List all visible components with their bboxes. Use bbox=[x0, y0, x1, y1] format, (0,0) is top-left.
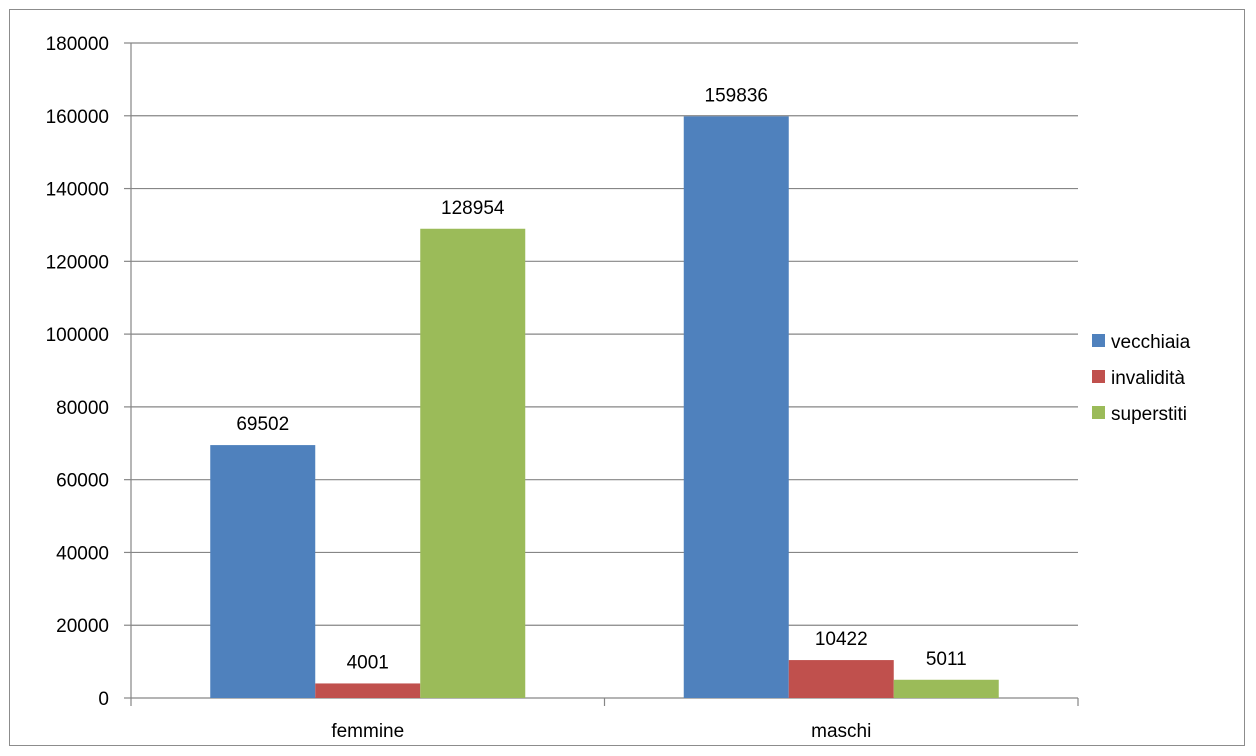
data-label: 4001 bbox=[347, 652, 389, 673]
legend-label: invalidità bbox=[1111, 368, 1185, 389]
legend: vecchiaia invalidità superstiti bbox=[1092, 332, 1191, 425]
legend-swatch bbox=[1092, 406, 1105, 419]
y-tick-label: 100000 bbox=[46, 325, 109, 346]
y-tick-label: 0 bbox=[98, 689, 109, 710]
y-tick-label: 40000 bbox=[56, 543, 109, 564]
bar-vecchiaia-femmine bbox=[210, 445, 316, 698]
bars bbox=[210, 116, 999, 698]
y-tick-label: 60000 bbox=[56, 471, 109, 492]
bar-superstiti-femmine bbox=[420, 228, 526, 698]
bar-vecchiaia-maschi bbox=[683, 116, 789, 698]
x-tick-label: maschi bbox=[811, 721, 871, 742]
bar-invalidità-maschi bbox=[788, 660, 894, 698]
y-tick-label: 120000 bbox=[46, 252, 109, 273]
y-tick-label: 20000 bbox=[56, 616, 109, 637]
legend-label: vecchiaia bbox=[1111, 332, 1191, 353]
data-labels: 69502 4001 128954 159836 10422 5011 bbox=[236, 85, 966, 673]
axes: 0 20000 40000 60000 80000 100000 120000 140000 1… bbox=[46, 34, 1079, 742]
y-tick-label: 180000 bbox=[46, 34, 109, 55]
legend-label: superstiti bbox=[1111, 404, 1187, 425]
legend-swatch bbox=[1092, 370, 1105, 383]
data-label: 5011 bbox=[926, 649, 967, 670]
data-label: 128954 bbox=[441, 198, 505, 219]
data-label: 10422 bbox=[815, 629, 868, 650]
bar-invalidità-femmine bbox=[315, 683, 421, 698]
bar-superstiti-maschi bbox=[893, 679, 999, 698]
legend-swatch bbox=[1092, 334, 1105, 347]
y-tick-label: 140000 bbox=[46, 180, 109, 201]
y-tick-label: 160000 bbox=[46, 107, 109, 128]
data-label: 159836 bbox=[705, 85, 768, 106]
x-tick-label: femmine bbox=[331, 721, 404, 742]
data-label: 69502 bbox=[236, 414, 289, 435]
y-tick-label: 80000 bbox=[56, 398, 109, 419]
